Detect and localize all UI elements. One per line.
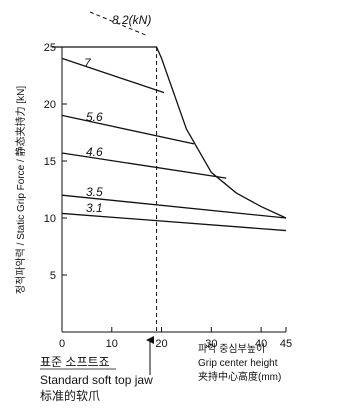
series-line bbox=[61, 194, 287, 219]
series-line bbox=[61, 57, 165, 94]
soft-jaw-note-cn: 标准的软爪 bbox=[40, 388, 100, 403]
x-tick-label: 20 bbox=[155, 338, 167, 350]
y-tick-label: 25 bbox=[44, 42, 56, 54]
series-label: 3.1 bbox=[86, 201, 103, 215]
x-tick-label: 30 bbox=[205, 338, 217, 350]
series-label: 7 bbox=[84, 56, 92, 70]
series-group: 8.2(kN) 7 5.6 4.6 3.5 3.1 bbox=[52, 11, 287, 232]
series-label: 4.6 bbox=[86, 145, 103, 159]
x-axis-title-en: Grip center height bbox=[198, 358, 278, 369]
x-tick-label: 40 bbox=[255, 338, 267, 350]
series-line bbox=[52, 46, 287, 219]
series-line bbox=[61, 114, 195, 145]
y-tick-label: 15 bbox=[44, 156, 56, 168]
soft-jaw-note-en: Standard soft top jaw bbox=[40, 373, 153, 387]
series-line bbox=[61, 152, 227, 179]
x-axis-title-ko: 파악 중심부높이 bbox=[198, 343, 265, 355]
x-tick-label: 0 bbox=[59, 338, 65, 350]
x-tick-label: 10 bbox=[106, 338, 118, 350]
series-leader-line bbox=[89, 11, 149, 37]
series-line bbox=[61, 212, 287, 232]
series-label: 3.5 bbox=[86, 185, 103, 199]
y-tick-label: 10 bbox=[44, 213, 56, 225]
y-tick-label: 5 bbox=[50, 270, 56, 282]
y-ticks: 5 10 15 20 25 bbox=[44, 42, 67, 282]
series-label: 5.6 bbox=[86, 110, 103, 124]
y-axis-title: 정적파악력 / Static Grip Force / 静态夹持力 [kN] bbox=[14, 86, 27, 294]
x-tick-label: 45 bbox=[280, 338, 292, 350]
y-tick-label: 20 bbox=[44, 99, 56, 111]
series-label: 8.2(kN) bbox=[112, 13, 151, 27]
x-axis-title-cn: 夹持中心高度(mm) bbox=[198, 370, 281, 383]
soft-jaw-note-ko: 표준 소프트죠 bbox=[40, 355, 110, 369]
x-ticks: 0 10 20 30 40 45 bbox=[59, 327, 292, 350]
